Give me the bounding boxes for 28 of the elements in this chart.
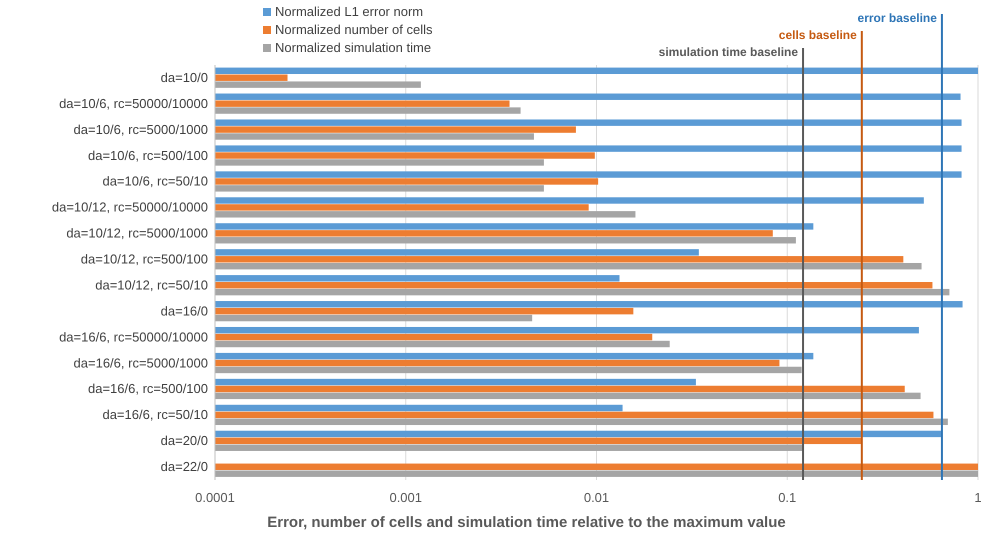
ref-line-label: error baseline	[858, 11, 938, 25]
legend-label: Normalized simulation time	[275, 40, 432, 55]
y-tick-label: da=10/6, rc=5000/1000	[74, 122, 208, 137]
y-tick-label: da=10/6, rc=500/100	[88, 148, 208, 163]
x-tick-label: 0.001	[389, 490, 422, 505]
y-tick-label: da=10/6, rc=50/10	[102, 174, 208, 189]
y-tick-label: da=10/12, rc=500/100	[80, 252, 208, 267]
y-tick-label: da=22/0	[160, 459, 208, 474]
x-tick-label: 0.1	[778, 490, 796, 505]
y-tick-label: da=16/6, rc=500/100	[88, 381, 208, 396]
x-tick-label: 1	[974, 490, 982, 505]
legend-label: Normalized L1 error norm	[275, 4, 424, 19]
y-tick-label: da=10/0	[160, 70, 208, 85]
legend-label: Normalized number of cells	[275, 22, 434, 37]
y-tick-label: da=16/6, rc=50000/10000	[59, 329, 208, 344]
y-tick-label: da=10/12, rc=50000/10000	[52, 200, 208, 215]
y-tick-label: da=10/12, rc=50/10	[95, 277, 208, 292]
x-tick-label: 0.0001	[195, 490, 235, 505]
y-tick-label: da=16/0	[160, 303, 208, 318]
x-tick-label: 0.01	[584, 490, 610, 505]
y-tick-label: da=16/6, rc=5000/1000	[74, 355, 208, 370]
x-axis-title: Error, number of cells and simulation time relative to the maximum value	[267, 514, 786, 531]
ref-line-label: cells baseline	[778, 28, 858, 42]
ref-line-label: simulation time baseline	[658, 45, 798, 59]
y-tick-label: da=10/12, rc=5000/1000	[66, 226, 208, 241]
y-tick-label: da=20/0	[160, 433, 208, 448]
y-tick-label: da=10/6, rc=50000/10000	[59, 96, 208, 111]
y-tick-label: da=16/6, rc=50/10	[102, 407, 208, 422]
